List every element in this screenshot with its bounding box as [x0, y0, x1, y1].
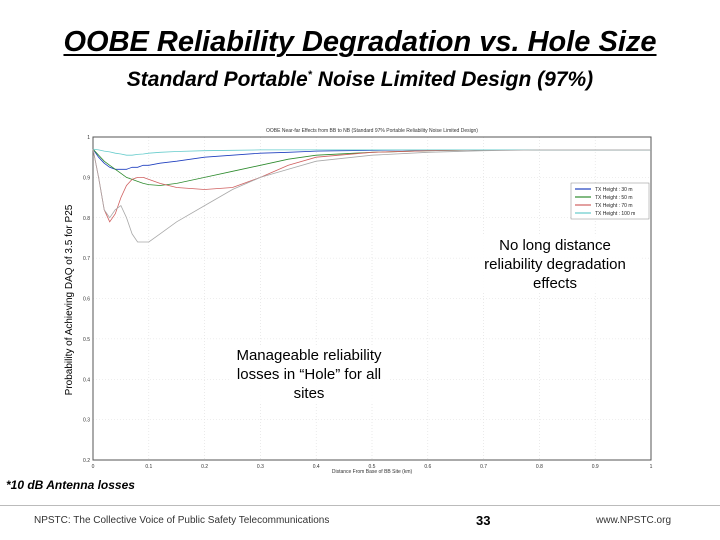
- legend-label: TX Height : 70 m: [595, 203, 633, 209]
- x-tick-label: 0.7: [480, 464, 487, 470]
- x-tick-label: 0.4: [313, 464, 320, 470]
- x-axis-label: Distance From Base of BB Site (km): [332, 469, 413, 475]
- x-tick-label: 0.2: [201, 464, 208, 470]
- subtitle-footnote-mark: *: [307, 69, 312, 81]
- y-tick-label: 0.7: [83, 256, 90, 262]
- y-tick-label: 0.4: [83, 377, 90, 383]
- x-tick-label: 0: [92, 464, 95, 470]
- x-tick-label: 1: [650, 464, 653, 470]
- x-tick-label: 0.5: [369, 464, 376, 470]
- chart-grid: [92, 136, 652, 461]
- y-tick-label: 0.3: [83, 418, 90, 424]
- footer-divider: [0, 505, 720, 506]
- subtitle-text-rest: Noise Limited Design (97%): [311, 68, 594, 91]
- series-line-3: [92, 149, 651, 223]
- chart-legend: TX Height : 30 m TX Height : 50 m TX Heigh…: [570, 182, 650, 220]
- x-tick-label: 0.3: [257, 464, 264, 470]
- y-tick-label: 0.5: [83, 337, 90, 343]
- series-line-4: [92, 148, 651, 156]
- y-tick-label: 0.9: [83, 175, 90, 181]
- series-layer: [92, 148, 651, 243]
- legend-label: TX Height : 50 m: [595, 195, 633, 201]
- annotation-no-long-distance: No long distance reliability degradation…: [470, 236, 640, 293]
- x-tick-label: 0.8: [536, 464, 543, 470]
- footer-url: www.NPSTC.org: [596, 515, 672, 526]
- slide-title: OOBE Reliability Degradation vs. Hole Si…: [63, 26, 657, 58]
- legend-label: TX Height : 30 m: [595, 187, 633, 193]
- y-tick-label: 0.2: [83, 458, 90, 464]
- chart-title: OOBE Near-far Effects from BB to NB (Sta…: [266, 128, 478, 134]
- slide-subtitle: Standard Portable* Noise Limited Design …: [0, 68, 720, 92]
- series-line-5: [92, 149, 651, 243]
- x-tick-label: 0.6: [424, 464, 431, 470]
- subtitle-text: Standard Portable: [126, 68, 308, 91]
- footer-organization: NPSTC: The Collective Voice of Public Sa…: [34, 515, 330, 526]
- x-tick-label: 0.1: [145, 464, 152, 470]
- y-tick-label: 0.6: [83, 297, 90, 303]
- x-tick-label: 0.9: [592, 464, 599, 470]
- plot-frame: [92, 136, 652, 461]
- legend-label: TX Height : 100 m: [595, 211, 635, 217]
- y-tick-label: 0.8: [83, 216, 90, 222]
- page-number: 33: [476, 513, 491, 528]
- footnote: *10 dB Antenna losses: [6, 478, 135, 492]
- annotation-hole-losses: Manageable reliability losses in “Hole” …: [230, 346, 388, 403]
- y-axis-label: Probability of Achieving DAQ of 3.5 for …: [64, 204, 75, 395]
- y-tick-label: 1: [87, 135, 90, 141]
- tick-labels: 0 0.1 0.2 0.3 0.4 0.5 0.6 0.7 0.8 0.9 1 0.2 0.3 0.4 0.…: [83, 135, 653, 470]
